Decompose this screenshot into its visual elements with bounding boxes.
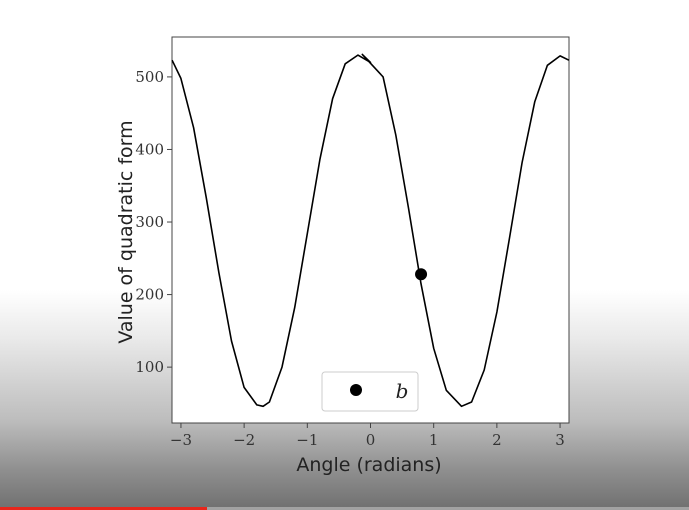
plot-area — [171, 53, 570, 408]
legend-label: b — [396, 379, 409, 403]
quadratic-form-curve — [171, 53, 570, 408]
y-tick-label: 200 — [135, 286, 164, 304]
plot-frame — [171, 36, 570, 424]
y-tick-label: 400 — [135, 140, 164, 158]
axis-ticks: −3 −2 −1 0 1 2 3 100 200 300 400 500 — [135, 68, 564, 449]
y-axis-label: Value of quadratic form — [115, 120, 137, 343]
y-tick-label: 300 — [135, 213, 164, 231]
legend-marker — [350, 384, 362, 396]
x-tick-label: 3 — [555, 431, 565, 449]
y-tick-label: 100 — [135, 358, 164, 376]
x-tick-label: −3 — [170, 431, 192, 449]
x-axis-label: Angle (radians) — [296, 454, 441, 476]
legend-box: b — [321, 371, 419, 412]
video-progress-bar[interactable] — [0, 507, 689, 510]
x-tick-label: 1 — [429, 431, 439, 449]
x-tick-label: 2 — [492, 431, 502, 449]
legend-frame — [321, 371, 419, 412]
x-tick-label: −2 — [233, 431, 255, 449]
y-tick-label: 500 — [135, 68, 164, 86]
video-progress-fill — [0, 507, 207, 510]
x-tick-label: −1 — [296, 431, 318, 449]
x-tick-label: 0 — [366, 431, 376, 449]
point-b — [415, 268, 428, 281]
